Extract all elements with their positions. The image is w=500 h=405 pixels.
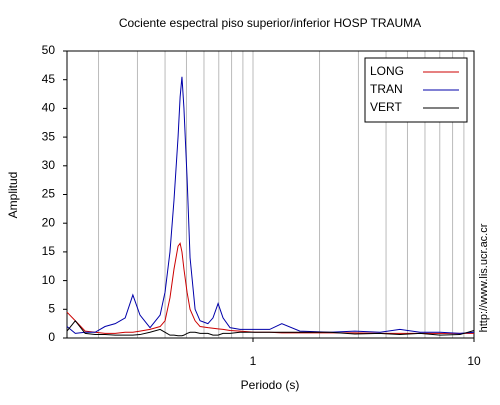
x-tick-label: 1	[250, 354, 257, 368]
y-tick-label: 0	[48, 330, 55, 344]
line-series	[66, 319, 475, 337]
y-tick-label: 45	[42, 72, 56, 86]
y-tick-label: 25	[42, 187, 56, 201]
y-tick-label: 30	[42, 158, 56, 172]
x-tick-label: 10	[467, 354, 481, 368]
chart-title: Cociente espectral piso superior/inferio…	[119, 16, 421, 30]
x-axis-label: Periodo (s)	[241, 378, 300, 392]
y-axis-label: Amplitud	[6, 172, 20, 219]
y-tick-label: 40	[42, 101, 56, 115]
line-series	[66, 76, 475, 334]
y-tick-label: 35	[42, 129, 56, 143]
y-tick-label: 50	[42, 43, 56, 57]
legend-label: TRAN	[370, 82, 403, 96]
y-tick-label: 20	[42, 215, 56, 229]
legend-label: LONG	[370, 64, 404, 78]
plot-frame	[66, 50, 475, 339]
legend-label: VERT	[370, 100, 402, 114]
side-note: http://www.lis.ucr.ac.cr	[478, 223, 490, 332]
y-tick-label: 15	[42, 244, 56, 258]
y-tick-label: 5	[48, 301, 55, 315]
y-tick-label: 10	[42, 273, 56, 287]
